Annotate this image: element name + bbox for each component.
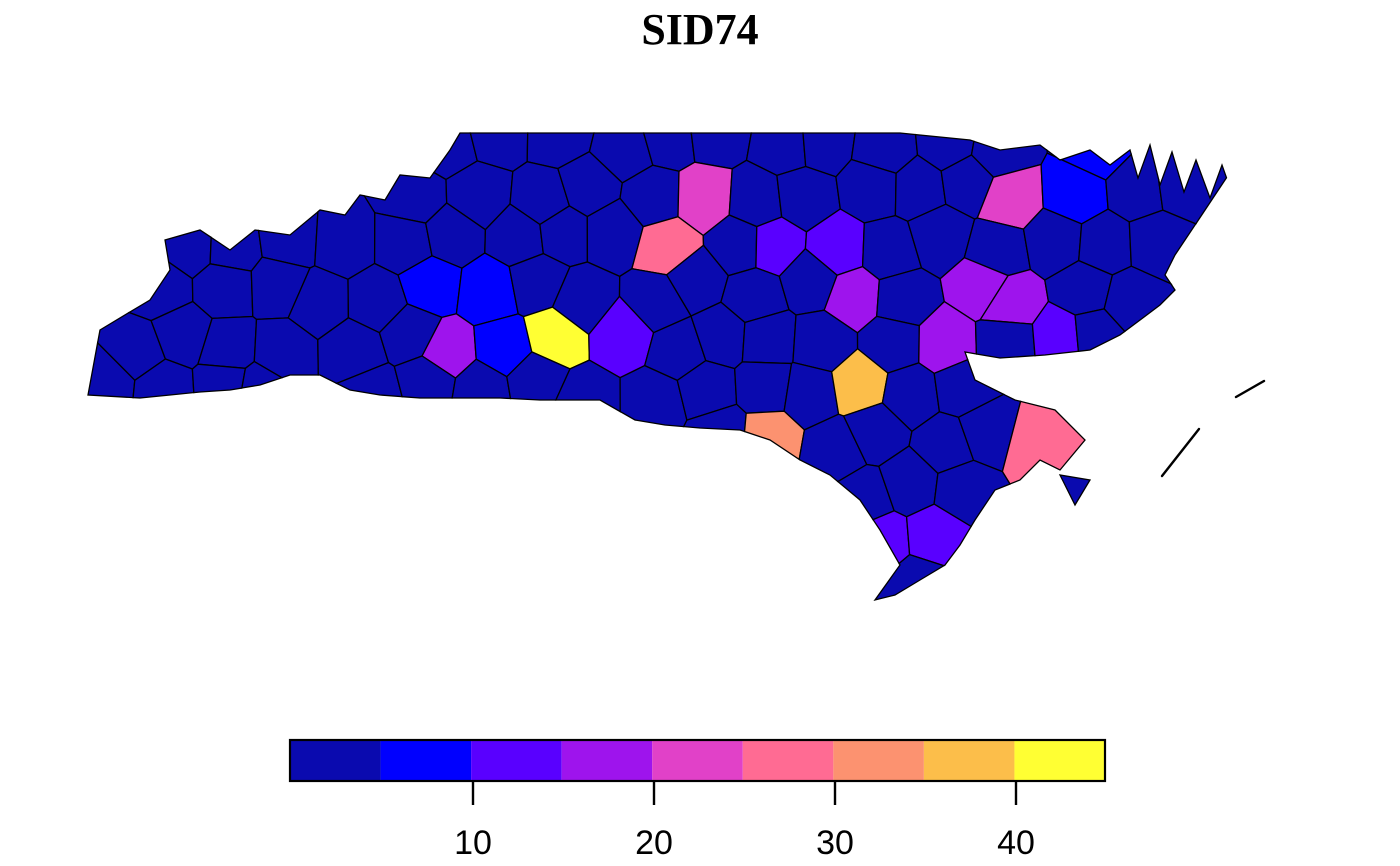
- svg-text:40: 40: [997, 824, 1035, 862]
- svg-text:20: 20: [635, 824, 673, 862]
- svg-text:10: 10: [454, 824, 492, 862]
- svg-text:SID74: SID74: [641, 5, 758, 54]
- svg-text:30: 30: [816, 824, 854, 862]
